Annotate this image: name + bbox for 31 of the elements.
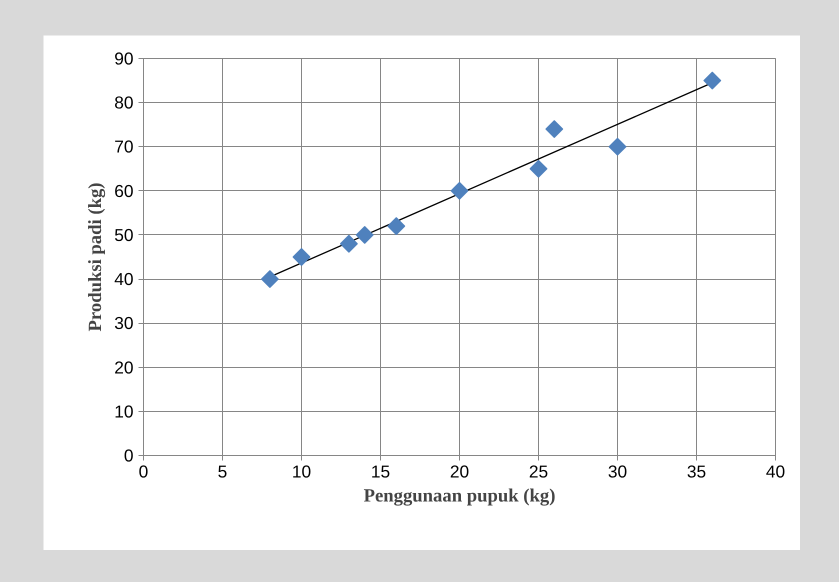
point xyxy=(530,160,548,178)
x-tick-label: 25 xyxy=(528,462,548,482)
y-tick-label: 0 xyxy=(124,446,134,466)
y-tick-label: 20 xyxy=(114,357,134,378)
y-tick-label: 30 xyxy=(114,313,134,334)
y-axis-title: Produksi padi (kg) xyxy=(85,182,106,332)
point xyxy=(703,72,722,90)
point xyxy=(260,270,279,288)
point xyxy=(356,226,374,244)
y-tick-label: 10 xyxy=(114,401,134,422)
point xyxy=(292,248,310,266)
x-tick-label: 35 xyxy=(686,462,706,482)
x-tick-label: 15 xyxy=(370,462,390,482)
x-tick-label: 40 xyxy=(766,462,786,482)
x-tick-label: 5 xyxy=(218,462,228,482)
point xyxy=(545,120,564,138)
point xyxy=(608,138,626,156)
y-tick-label: 90 xyxy=(114,48,134,68)
x-tick-label: 30 xyxy=(608,462,628,482)
x-axis-title: Penggunaan pupuk (kg) xyxy=(364,486,556,506)
x-tick-label: 10 xyxy=(292,462,312,482)
point xyxy=(340,234,358,253)
y-tick-label: 60 xyxy=(114,180,134,201)
y-tick-label: 50 xyxy=(114,224,134,245)
y-tick-label: 40 xyxy=(114,269,134,290)
x-tick-label: 0 xyxy=(138,462,148,482)
point xyxy=(387,217,406,236)
x-tick-label: 20 xyxy=(450,462,470,482)
y-tick-label: 80 xyxy=(114,92,134,113)
y-tick-label: 70 xyxy=(114,136,134,157)
point xyxy=(450,182,468,200)
